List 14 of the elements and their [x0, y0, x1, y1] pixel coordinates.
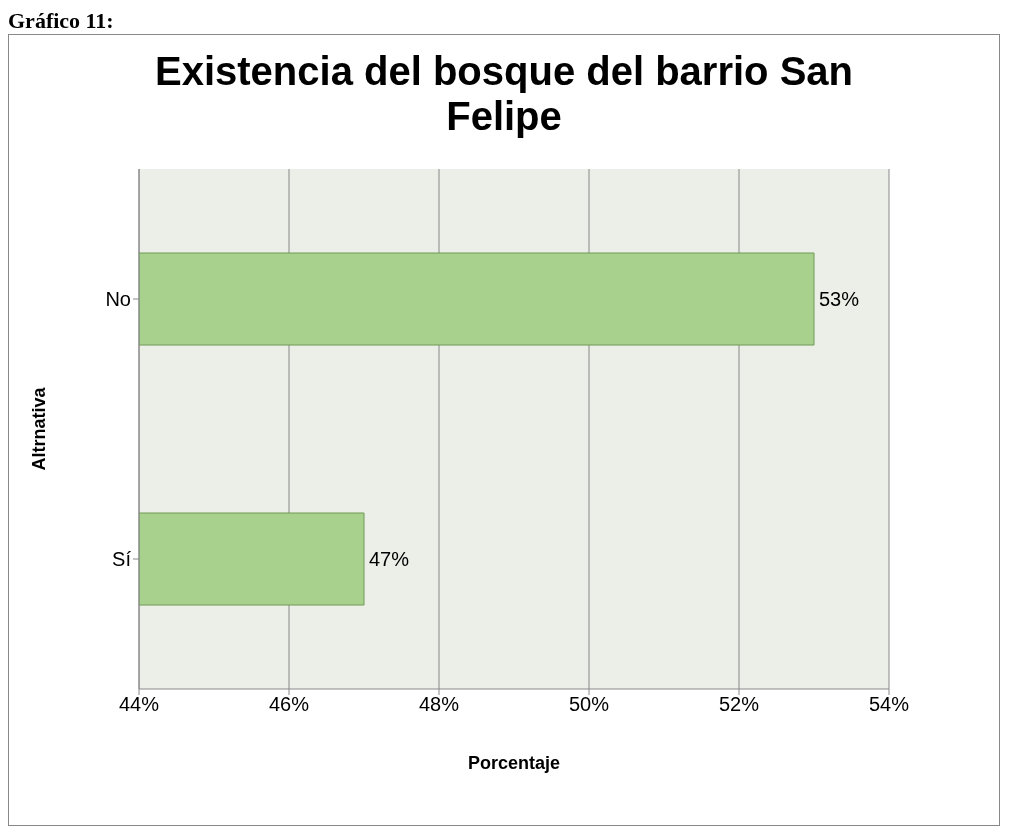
x-tick-label: 48%	[418, 693, 460, 716]
y-axis-title: Altrnativa	[29, 386, 50, 471]
x-axis-title: Porcentaje	[467, 753, 561, 773]
data-label: 47%	[369, 548, 410, 571]
y-tick-label: Sí	[112, 548, 132, 571]
y-tick-label: No	[105, 288, 131, 311]
chart-title: Existencia del bosque del barrio San Felipe	[154, 49, 854, 139]
x-tick-label: 44%	[118, 693, 160, 716]
x-tick-label: 52%	[718, 693, 760, 716]
x-tick-label: 50%	[568, 693, 610, 716]
x-tick-label: 54%	[868, 693, 910, 716]
data-label: 53%	[819, 288, 860, 311]
x-tick-label: 46%	[268, 693, 310, 716]
text: Gráfico 11:	[8, 8, 115, 34]
